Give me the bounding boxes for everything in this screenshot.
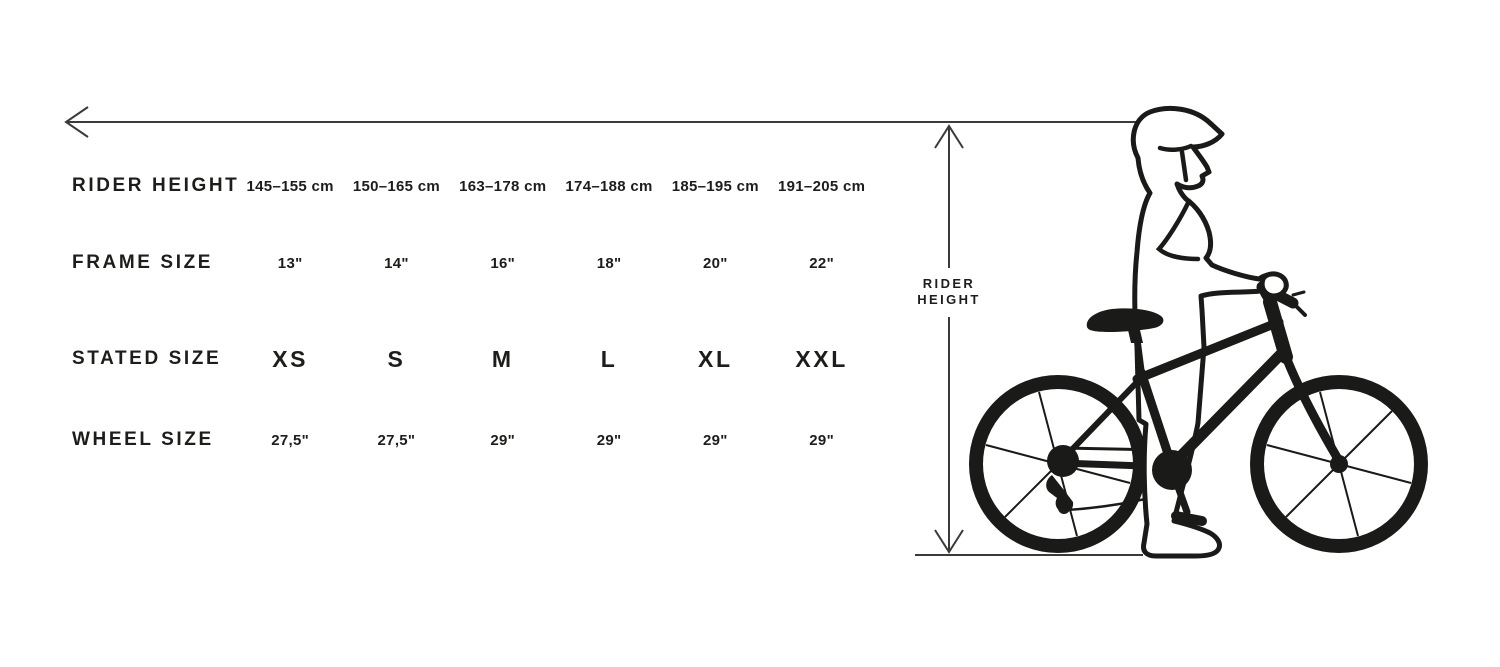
frame-size-value: 18"	[596, 254, 622, 272]
stated-size-value: XXL	[795, 345, 848, 372]
row-rider-height: RIDER HEIGHT 145–155 cm 150–165 cm 163–1…	[72, 171, 875, 201]
rider-hand	[1259, 271, 1289, 299]
stated-size-value: XS	[272, 345, 309, 372]
vertical-measure-arrow-icon	[934, 124, 964, 554]
bike-crank	[1152, 450, 1207, 526]
rider-height-value: 145–155 cm	[246, 177, 334, 195]
rider-height-value: 150–165 cm	[352, 177, 441, 195]
frame-size-value: 13"	[277, 254, 303, 272]
wheel-size-value: 29"	[809, 431, 834, 449]
rider-height-value: 174–188 cm	[565, 177, 653, 195]
horizontal-measure-arrow-icon	[64, 106, 1143, 138]
wheel-size-value: 29"	[702, 431, 728, 449]
stated-size-value: S	[387, 345, 406, 372]
rider-height-value: 185–195 cm	[671, 177, 759, 195]
frame-size-value: 22"	[809, 254, 834, 272]
stated-size-value: XL	[698, 345, 733, 372]
helmet-edge-line	[1157, 143, 1194, 152]
wheel-size-value: 27,5"	[271, 431, 310, 449]
bike-frame	[1058, 289, 1343, 471]
wheel-size-value: 27,5"	[377, 431, 416, 449]
frame-size-value: 14"	[384, 254, 409, 272]
row-label-rider-height: RIDER HEIGHT	[72, 175, 240, 196]
rider-height-measure-label: RIDER HEIGHT	[889, 276, 1009, 308]
rider-height-value: 163–178 cm	[459, 177, 547, 195]
helmet-strap-line	[1179, 149, 1189, 183]
row-label-stated-size: STATED SIZE	[72, 348, 222, 369]
row-wheel-size: WHEEL SIZE 27,5" 27,5" 29" 29" 29" 29"	[72, 425, 875, 455]
row-label-wheel-size: WHEEL SIZE	[72, 429, 214, 450]
bike-saddle	[1086, 308, 1164, 343]
rider-height-label-line2: HEIGHT	[917, 292, 981, 307]
rider-with-bike-illustration	[969, 105, 1428, 559]
rider-height-label-line1: RIDER	[922, 276, 976, 291]
row-frame-size: FRAME SIZE 13" 14" 16" 18" 20" 22"	[72, 248, 875, 278]
stated-size-value: M	[491, 345, 514, 372]
frame-size-value: 20"	[702, 254, 728, 272]
shirt-sleeve-line	[1155, 198, 1201, 262]
wheel-size-value: 29"	[490, 431, 516, 449]
frame-size-value: 16"	[490, 254, 516, 272]
row-label-frame-size: FRAME SIZE	[72, 252, 214, 273]
row-stated-size: STATED SIZE XS S M L XL XXL	[72, 344, 875, 374]
stated-size-value: L	[600, 345, 618, 372]
wheel-size-value: 29"	[596, 431, 622, 449]
rider-height-value: 191–205 cm	[778, 177, 866, 195]
